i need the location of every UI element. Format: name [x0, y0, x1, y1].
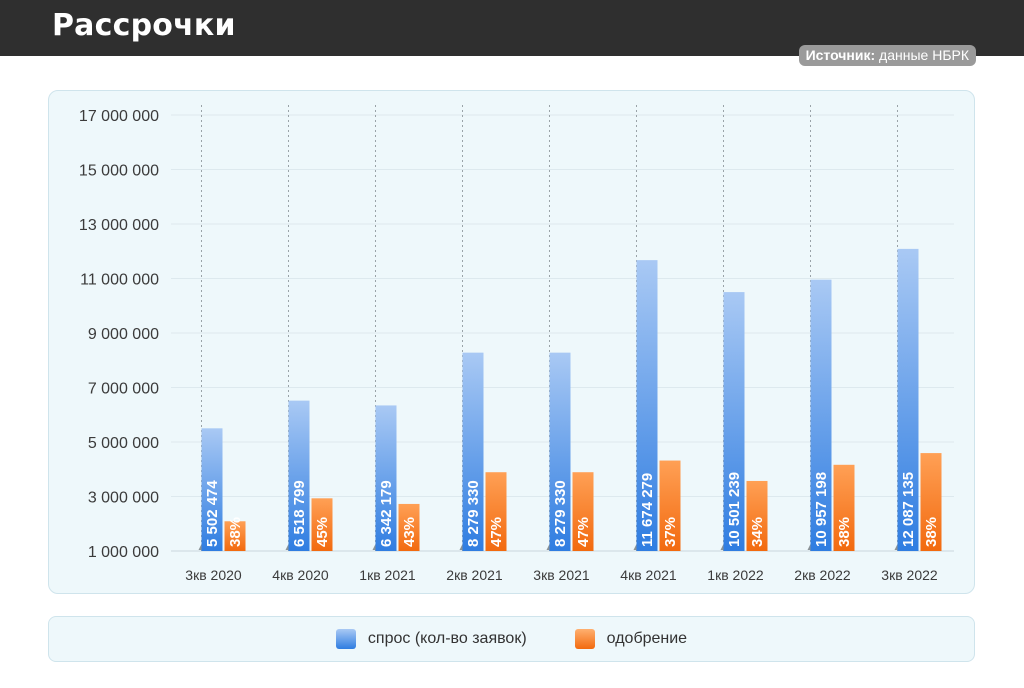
- bar-chart: 17 000 000 15 000 000 13 000 000 11 000 000…: [79, 105, 954, 583]
- y-tick-label: 9 000 000: [88, 326, 159, 343]
- header-bar: Рассрочки: [0, 0, 1024, 56]
- demand-bar: [549, 352, 571, 551]
- approval-bar: [311, 498, 333, 551]
- approval-value-label: 47%: [488, 517, 505, 547]
- approval-value-label: 47%: [575, 517, 592, 547]
- approval-bar: [398, 503, 420, 551]
- y-tick-label: 7 000 000: [88, 381, 159, 398]
- legend-item-approval: одобрение: [574, 629, 688, 649]
- y-tick-label: 1 000 000: [88, 544, 159, 561]
- demand-value-label: 6 518 799: [291, 480, 308, 547]
- approval-value-label: 45%: [314, 517, 331, 547]
- approval-value-label: 38%: [227, 517, 244, 547]
- approval-value-label: 38%: [836, 517, 853, 547]
- approval-value-label: 34%: [749, 517, 766, 547]
- demand-value-label: 8 279 330: [465, 480, 482, 547]
- page-title: Рассрочки: [52, 8, 236, 43]
- source-text: данные НБРК: [879, 47, 969, 63]
- approval-value-label: 43%: [401, 517, 418, 547]
- demand-value-label: 11 674 279: [639, 473, 656, 547]
- demand-value-label: 12 087 135: [900, 472, 917, 547]
- x-tick-label: 3кв 2021: [533, 567, 590, 583]
- legend-swatch-approval: [574, 629, 595, 649]
- legend-item-demand: спрос (кол-во заявок): [335, 629, 527, 649]
- approval-value-label: 38%: [923, 517, 940, 547]
- y-tick-label: 3 000 000: [88, 490, 159, 507]
- approval-bar: [833, 464, 855, 551]
- x-tick-label: 2кв 2021: [446, 567, 503, 583]
- x-tick-label: 4кв 2020: [272, 567, 329, 583]
- y-tick-label: 15 000 000: [79, 163, 159, 180]
- approval-bar: [224, 521, 246, 551]
- demand-value-label: 6 342 179: [378, 480, 395, 547]
- demand-value-label: 10 957 198: [813, 472, 830, 547]
- demand-bar: [723, 292, 745, 551]
- approval-bar: [485, 472, 507, 551]
- approval-bar: [746, 480, 768, 551]
- demand-bar: [288, 400, 310, 551]
- chart-card: 17 000 000 15 000 000 13 000 000 11 000 000…: [48, 90, 975, 594]
- y-tick-label: 5 000 000: [88, 435, 159, 452]
- approval-bar: [572, 472, 594, 551]
- demand-bar: [897, 248, 919, 552]
- demand-value-label: 10 501 239: [726, 472, 743, 547]
- x-tick-label: 1кв 2021: [359, 567, 416, 583]
- demand-value-label: 5 502 474: [204, 480, 221, 547]
- x-tick-label: 3кв 2022: [881, 567, 938, 583]
- source-label: Источник:: [805, 47, 876, 63]
- demand-bar: [636, 260, 658, 551]
- legend-label-demand: спрос (кол-во заявок): [367, 630, 527, 647]
- x-tick-label: 3кв 2020: [185, 567, 242, 583]
- legend-label-approval: одобрение: [606, 630, 688, 647]
- x-tick-label: 4кв 2021: [620, 567, 677, 583]
- demand-bar: [462, 352, 484, 551]
- demand-value-label: 8 279 330: [552, 480, 569, 547]
- approval-bar: [659, 460, 681, 551]
- x-tick-label: 2кв 2022: [794, 567, 851, 583]
- source-badge: Источник: данные НБРК: [798, 45, 976, 66]
- y-tick-label: 13 000 000: [79, 217, 159, 234]
- approval-bar: [920, 453, 942, 551]
- demand-bar: [375, 405, 397, 551]
- approval-value-label: 37%: [662, 517, 679, 547]
- y-tick-label: 11 000 000: [80, 272, 159, 289]
- y-tick-label: 17 000 000: [79, 108, 159, 125]
- demand-bar: [810, 279, 832, 551]
- x-tick-label: 1кв 2022: [707, 567, 764, 583]
- demand-bar: [201, 428, 223, 551]
- legend-swatch-demand: [335, 629, 356, 649]
- chart-legend: спрос (кол-во заявок) одобрение: [48, 616, 975, 662]
